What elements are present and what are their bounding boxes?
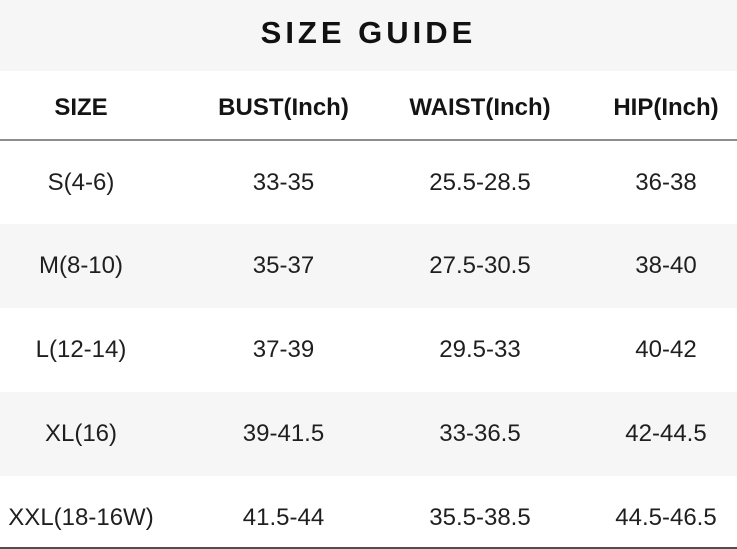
table-row: XL(16) 39-41.5 33-36.5 42-44.5 — [0, 392, 737, 476]
column-header-waist: WAIST(Inch) — [405, 71, 555, 141]
hip-cell: 42-44.5 — [625, 420, 707, 447]
waist-cell: 25.5-28.5 — [429, 168, 531, 196]
column-header-bust: BUST(Inch) — [162, 71, 405, 141]
table-row: L(12-14) 37-39 29.5-33 40-42 — [0, 308, 737, 392]
hip-cell: 40-42 — [635, 336, 697, 363]
size-cell: L(12-14) — [35, 336, 127, 363]
size-chart-table: SIZE BUST(Inch) WAIST(Inch) HIP(Inch) S(… — [0, 71, 737, 549]
table-row: XXL(18-16W) 41.5-44 35.5-38.5 44.5-46.5 — [0, 476, 737, 549]
column-header-size: SIZE — [0, 71, 162, 141]
size-cell: M(8-10) — [38, 252, 123, 279]
hip-cell: 38-40 — [635, 252, 697, 279]
table-row: M(8-10) 35-37 27.5-30.5 38-40 — [0, 224, 737, 308]
waist-cell: 35.5-38.5 — [429, 504, 531, 531]
size-cell: XL(16) — [44, 420, 118, 447]
header-row: SIZE BUST(Inch) WAIST(Inch) HIP(Inch) — [0, 71, 737, 141]
bust-cell: 41.5-44 — [242, 504, 325, 531]
hip-cell: 44.5-46.5 — [615, 504, 717, 531]
waist-cell: 27.5-30.5 — [429, 252, 531, 279]
waist-cell: 33-36.5 — [439, 420, 521, 447]
bottom-divider — [0, 547, 737, 549]
column-header-hip: HIP(Inch) — [555, 71, 737, 141]
bust-cell: 35-37 — [252, 252, 315, 279]
waist-cell: 29.5-33 — [439, 336, 521, 363]
bust-cell: 39-41.5 — [242, 420, 325, 447]
title-band: SIZE GUIDE — [0, 0, 737, 71]
bust-cell: 37-39 — [252, 336, 315, 363]
table-row: S(4-6) 33-35 25.5-28.5 36-38 — [0, 140, 737, 224]
bust-cell: 33-35 — [252, 168, 315, 196]
size-cell: S(4-6) — [47, 168, 115, 196]
hip-cell: 36-38 — [635, 168, 697, 196]
size-guide-title: SIZE GUIDE — [260, 14, 477, 50]
size-cell: XXL(18-16W) — [8, 504, 154, 531]
